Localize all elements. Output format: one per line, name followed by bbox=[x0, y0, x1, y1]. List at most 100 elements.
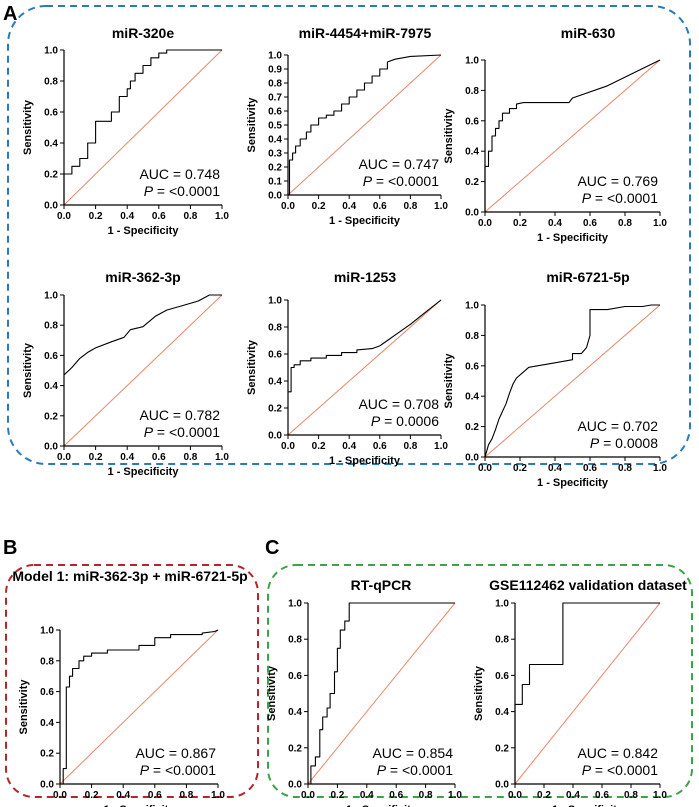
y-tick-label: 0.6 bbox=[44, 108, 58, 119]
chart-title: miR-362-3p bbox=[105, 269, 180, 285]
chart-6: Model 1: miR-362-3p + miR-6721-5p 0.0 0.2 0… bbox=[12, 568, 247, 807]
p-value-label: P = <0.0001 bbox=[140, 762, 217, 778]
y-tick-label: 0.4 bbox=[44, 381, 58, 392]
y-tick-label: 0.1 bbox=[268, 177, 282, 188]
x-tick-label: 0.4 bbox=[120, 452, 134, 463]
chart-title: miR-4454+miR-7975 bbox=[299, 25, 432, 41]
x-tick-label: 0.2 bbox=[537, 790, 551, 801]
roc-curve bbox=[63, 294, 222, 376]
chart-title: Model 1: miR-362-3p + miR-6721-5p bbox=[12, 568, 247, 584]
x-tick-label: 0.0 bbox=[281, 201, 295, 212]
x-tick-label: 1.0 bbox=[434, 441, 448, 452]
p-value-label: P = 0.0006 bbox=[371, 413, 439, 429]
roc-curve bbox=[63, 49, 222, 205]
x-tick-label: 0.6 bbox=[373, 201, 387, 212]
chart-4: miR-1253 0.0 0.2 0.4 0.6 0.8 1.0 0.0 0.2 0.4 0.6 0.… bbox=[246, 269, 448, 467]
panel-c: C bbox=[265, 537, 693, 798]
y-tick-label: 0.8 bbox=[268, 79, 282, 90]
x-tick-label: 0.8 bbox=[403, 441, 417, 452]
y-tick-label: 0.7 bbox=[268, 93, 282, 104]
x-tick-label: 0.4 bbox=[342, 441, 356, 452]
y-tick-label: 0.8 bbox=[288, 635, 302, 646]
auc-label: AUC = 0.708 bbox=[358, 396, 439, 412]
y-tick-label: 0.8 bbox=[465, 86, 479, 97]
y-tick-label: 0.4 bbox=[288, 707, 302, 718]
x-axis-title: 1 - Specificity bbox=[329, 455, 401, 467]
x-tick-label: 0.4 bbox=[566, 790, 580, 801]
x-tick-label: 0.2 bbox=[513, 218, 527, 229]
x-tick-label: 0.2 bbox=[330, 790, 344, 801]
x-tick-label: 0.0 bbox=[57, 452, 71, 463]
y-tick-label: 0.6 bbox=[465, 116, 479, 127]
y-tick-label: 1.0 bbox=[40, 626, 54, 637]
y-tick-label: 1.0 bbox=[44, 291, 58, 302]
x-tick-label: 0.8 bbox=[183, 452, 197, 463]
y-tick-label: 0.0 bbox=[268, 191, 282, 202]
y-tick-label: 0.2 bbox=[465, 422, 479, 433]
y-tick-label: 0.0 bbox=[495, 780, 509, 791]
chart-5: miR-6721-5p 0.0 0.2 0.4 0.6 0.8 1.0 0.0 0.2 0.4 0.… bbox=[443, 269, 667, 489]
auc-label: AUC = 0.769 bbox=[577, 173, 658, 189]
reference-diagonal bbox=[287, 299, 442, 436]
y-tick-label: 0.2 bbox=[495, 743, 509, 754]
y-axis-title: Sensitivity bbox=[266, 665, 278, 721]
y-tick-label: 0.8 bbox=[40, 656, 54, 667]
x-tick-label: 0.2 bbox=[89, 211, 103, 222]
x-tick-label: 0.2 bbox=[312, 201, 326, 212]
y-tick-label: 0.2 bbox=[40, 749, 54, 760]
x-tick-label: 0.6 bbox=[583, 463, 597, 474]
x-tick-label: 0.6 bbox=[389, 790, 403, 801]
x-tick-label: 1.0 bbox=[653, 790, 667, 801]
panel-b: B bbox=[3, 537, 259, 798]
y-axis-title: Sensitivity bbox=[246, 97, 258, 153]
y-tick-label: 0.8 bbox=[268, 323, 282, 334]
y-tick-label: 0.6 bbox=[40, 687, 54, 698]
y-tick-label: 0.4 bbox=[495, 707, 509, 718]
x-tick-label: 0.6 bbox=[152, 452, 166, 463]
chart-7: RT-qPCR 0.0 0.2 0.4 0.6 0.8 1.0 0.0 0.2 0.4 0.6 0.8… bbox=[266, 577, 462, 807]
x-tick-label: 0.0 bbox=[508, 790, 522, 801]
x-tick-label: 0.2 bbox=[513, 463, 527, 474]
y-tick-label: 1.0 bbox=[268, 51, 282, 62]
x-tick-label: 0.0 bbox=[478, 218, 492, 229]
x-axis-title: 1 - Specificity bbox=[104, 804, 176, 807]
y-tick-label: 0.8 bbox=[495, 635, 509, 646]
y-tick-label: 1.0 bbox=[288, 599, 302, 610]
roc-curve bbox=[514, 602, 660, 784]
p-value-label: P = <0.0001 bbox=[144, 424, 221, 440]
chart-2: miR-630 0.0 0.2 0.4 0.6 0.8 1.0 0.0 0.2 0.4 0.6 0.8… bbox=[443, 25, 667, 244]
x-tick-label: 0.6 bbox=[152, 211, 166, 222]
chart-title: miR-6721-5p bbox=[546, 269, 629, 285]
chart-8: GSE112462 validation dataset 0.0 0.2 0.4 0.6… bbox=[473, 577, 687, 807]
x-axis-title: 1 - Specificity bbox=[108, 225, 180, 237]
p-value-label: P = <0.0001 bbox=[582, 190, 659, 206]
x-tick-label: 0.4 bbox=[116, 790, 130, 801]
y-tick-label: 1.0 bbox=[268, 296, 282, 307]
y-tick-label: 0.6 bbox=[288, 671, 302, 682]
x-tick-label: 1.0 bbox=[653, 218, 667, 229]
reference-diagonal bbox=[514, 602, 661, 785]
y-tick-label: 0.4 bbox=[44, 139, 58, 150]
y-axis-title: Sensitivity bbox=[473, 665, 485, 721]
p-value-label: P = <0.0001 bbox=[363, 173, 440, 189]
x-tick-label: 0.4 bbox=[342, 201, 356, 212]
roc-charts: miR-320e 0.0 0.2 0.4 0.6 0.8 1.0 0.0 0.2 0.4 0.6 0.… bbox=[12, 25, 687, 807]
x-tick-label: 0.8 bbox=[183, 211, 197, 222]
x-axis-title: 1 - Specificity bbox=[537, 477, 609, 489]
panel-b-border bbox=[5, 564, 259, 798]
panel-c-border bbox=[267, 564, 693, 798]
x-tick-label: 0.4 bbox=[360, 790, 374, 801]
x-tick-label: 0.0 bbox=[478, 463, 492, 474]
x-axis-title: 1 - Specificity bbox=[552, 804, 624, 807]
y-tick-label: 0.0 bbox=[44, 442, 58, 453]
y-tick-label: 0.2 bbox=[288, 743, 302, 754]
y-tick-label: 0.2 bbox=[268, 404, 282, 415]
x-tick-label: 0.0 bbox=[57, 211, 71, 222]
y-axis-title: Sensitivity bbox=[443, 353, 455, 409]
p-value-label: P = <0.0001 bbox=[582, 762, 659, 778]
auc-label: AUC = 0.702 bbox=[577, 418, 658, 434]
x-tick-label: 1.0 bbox=[434, 201, 448, 212]
roc-curve bbox=[288, 54, 442, 196]
y-tick-label: 0.2 bbox=[44, 170, 58, 181]
x-tick-label: 1.0 bbox=[211, 790, 225, 801]
